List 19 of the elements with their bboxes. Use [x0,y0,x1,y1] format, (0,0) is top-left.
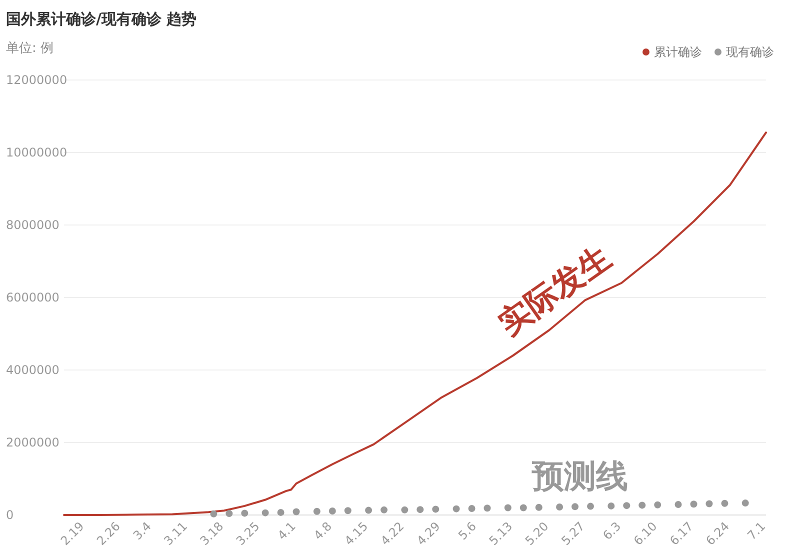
x-tick-label: 4.1 [275,519,298,543]
y-tick-label: 4000000 [6,363,60,377]
x-tick-label: 4.8 [311,519,335,543]
x-tick-label: 5.6 [456,519,480,543]
annotation: 实际发生 [491,238,618,342]
y-tick-label: 0 [6,508,14,522]
y-tick-label: 8000000 [6,218,60,232]
legend-label: 累计确诊 [654,45,702,59]
x-tick-label: 3.4 [130,519,154,543]
chart-subtitle: 单位: 例 [6,41,54,56]
chart-title: 国外累计确诊/现有确诊 趋势 [6,10,197,28]
y-tick-label: 10000000 [6,146,68,160]
x-tick-label: 6.3 [600,519,624,543]
x-tick-label: 7.1 [744,519,768,543]
y-tick-label: 12000000 [6,73,68,87]
y-tick-label: 2000000 [6,436,60,450]
y-tick-label: 6000000 [6,290,60,304]
legend-label: 现有确诊 [726,45,774,59]
annotation: 预测线 [531,456,628,495]
